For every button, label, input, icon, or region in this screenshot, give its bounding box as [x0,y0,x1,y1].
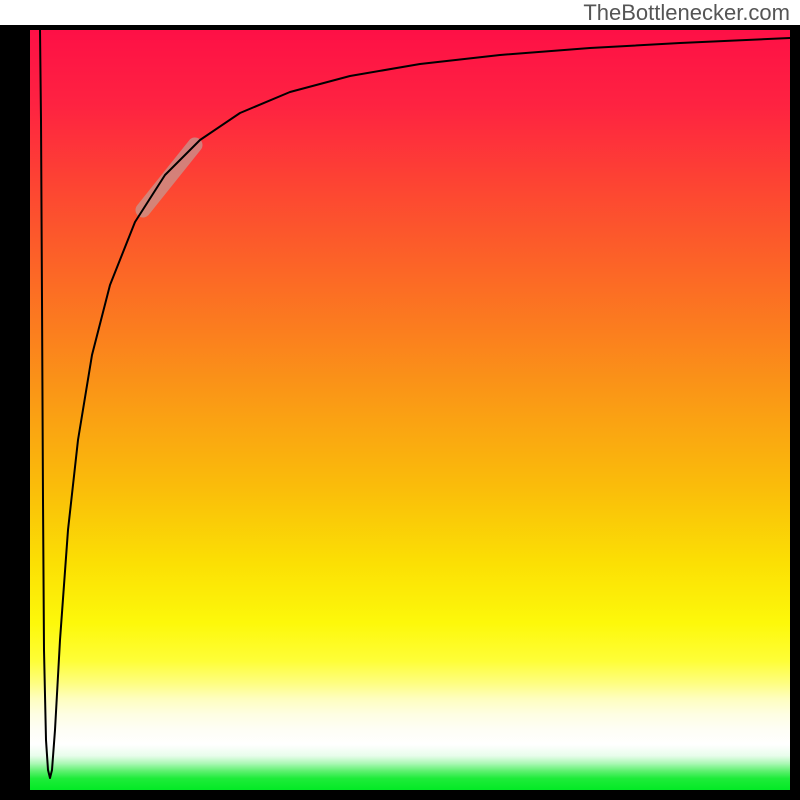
watermark-text: TheBottlenecker.com [583,0,790,26]
bottleneck-chart [0,0,800,800]
chart-container: TheBottlenecker.com [0,0,800,800]
